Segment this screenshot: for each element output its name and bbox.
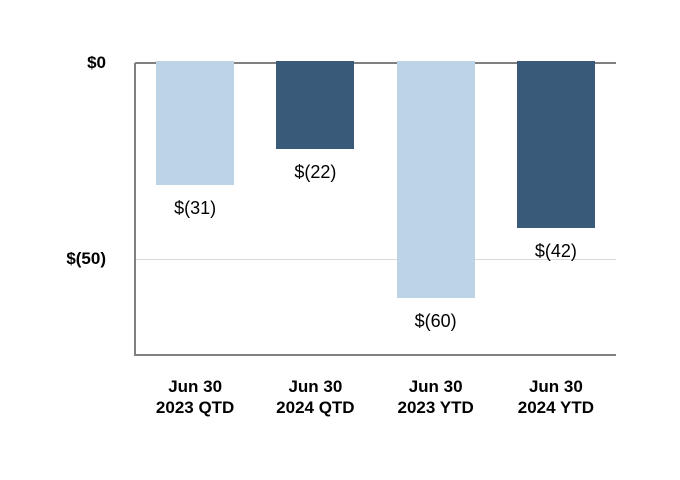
y-gridline	[135, 259, 616, 260]
bar-data-label: $(60)	[414, 311, 457, 332]
x-axis-category-label: Jun 30 2024 YTD	[517, 377, 594, 417]
bar-4	[516, 61, 595, 228]
y-axis-tick-label: $0	[87, 53, 106, 72]
x-axis-category-label: Jun 30 2024 QTD	[276, 377, 355, 417]
x-axis-category-label: Jun 30 2023 YTD	[397, 377, 474, 417]
bar-1	[156, 61, 235, 185]
bar-data-label: $(22)	[294, 162, 337, 183]
y-axis-line	[134, 63, 136, 356]
bar-data-label: $(31)	[174, 197, 217, 218]
y-axis-tick-label: $(50)	[66, 249, 106, 268]
x-axis-category-label: Jun 30 2023 QTD	[155, 377, 235, 417]
x-axis-line	[135, 354, 616, 356]
bar-2	[276, 61, 355, 150]
bar-3	[396, 61, 475, 299]
bar-data-label: $(42)	[534, 240, 577, 261]
zero-baseline	[135, 62, 616, 64]
